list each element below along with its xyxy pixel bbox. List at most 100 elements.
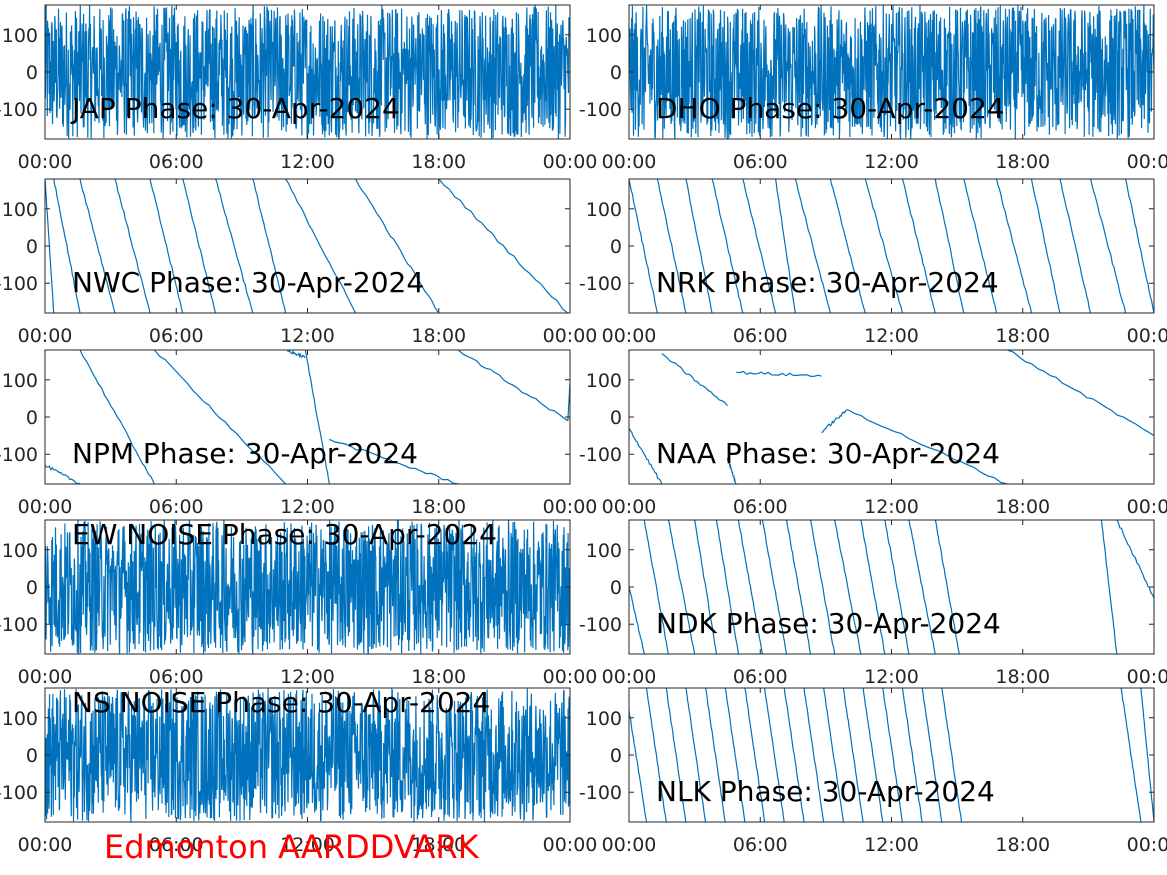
- y-tick-label: 100: [2, 199, 38, 221]
- panel-title: NDK Phase: 30-Apr-2024: [656, 607, 1001, 640]
- phase-panel-3: 100 0 -100 00:00 06:00 12:00 18:00 00:00 NRK Pha…: [579, 178, 1167, 347]
- x-tick-label: 06:00: [149, 666, 204, 688]
- panel-title: NWC Phase: 30-Apr-2024: [72, 266, 424, 299]
- x-tick-label: 00:00: [18, 834, 73, 856]
- station-label: Edmonton AARDDVARK: [104, 828, 479, 866]
- phase-panel-8: 100 0 -100 00:00 06:00 12:00 18:00 00:00 NS NOIS…: [0, 686, 597, 856]
- y-tick-label: 100: [2, 540, 38, 562]
- y-tick-label: -100: [579, 614, 622, 636]
- panel-title: NAA Phase: 30-Apr-2024: [656, 437, 1000, 470]
- x-tick-label: 18:00: [411, 151, 466, 173]
- y-tick-label: -100: [579, 444, 622, 466]
- x-tick-label: 06:00: [149, 151, 204, 173]
- x-tick-label: 06:00: [733, 666, 788, 688]
- y-tick-label: 0: [26, 407, 38, 429]
- phase-panel-6: 100 0 -100 00:00 06:00 12:00 18:00 00:00 EW NOIS…: [0, 518, 597, 688]
- y-tick-label: -100: [579, 273, 622, 295]
- y-tick-label: 0: [610, 745, 622, 767]
- x-tick-label: 18:00: [995, 834, 1050, 856]
- x-tick-label: 06:00: [733, 496, 788, 518]
- panel-title: EW NOISE Phase: 30-Apr-2024: [72, 518, 497, 551]
- y-tick-label: 100: [2, 25, 38, 47]
- phase-panel-4: 100 0 -100 00:00 06:00 12:00 18:00 00:00 NPM Pha…: [0, 349, 597, 518]
- y-tick-label: -100: [0, 99, 38, 121]
- x-tick-label: 12:00: [280, 496, 335, 518]
- x-tick-label: 18:00: [995, 666, 1050, 688]
- x-tick-label: 00:00: [602, 834, 657, 856]
- y-tick-label: 100: [2, 370, 38, 392]
- x-tick-label: 00:00: [18, 151, 73, 173]
- panel-title: NLK Phase: 30-Apr-2024: [656, 775, 995, 808]
- y-tick-label: 100: [586, 540, 622, 562]
- x-tick-label: 06:00: [733, 151, 788, 173]
- x-tick-label: 00:00: [1127, 666, 1167, 688]
- x-tick-label: 00:00: [543, 666, 598, 688]
- x-tick-label: 00:00: [602, 666, 657, 688]
- y-tick-label: 0: [26, 577, 38, 599]
- x-tick-label: 00:00: [18, 496, 73, 518]
- x-tick-label: 12:00: [864, 834, 919, 856]
- x-tick-label: 06:00: [149, 496, 204, 518]
- x-tick-label: 18:00: [995, 151, 1050, 173]
- x-tick-label: 18:00: [411, 496, 466, 518]
- y-tick-label: 100: [2, 708, 38, 730]
- y-tick-label: 100: [586, 370, 622, 392]
- phase-series-8: [45, 688, 570, 822]
- y-tick-label: 0: [610, 236, 622, 258]
- y-tick-label: 100: [586, 708, 622, 730]
- y-tick-label: -100: [0, 782, 38, 804]
- x-tick-label: 00:00: [1127, 834, 1167, 856]
- y-tick-label: 0: [610, 62, 622, 84]
- x-tick-label: 00:00: [543, 496, 598, 518]
- phase-panel-7: 100 0 -100 00:00 06:00 12:00 18:00 00:00 NDK Pha…: [579, 519, 1167, 688]
- x-tick-label: 06:00: [733, 834, 788, 856]
- y-tick-label: 0: [610, 407, 622, 429]
- x-tick-label: 00:00: [543, 325, 598, 347]
- y-tick-label: -100: [579, 99, 622, 121]
- y-tick-label: 0: [26, 236, 38, 258]
- x-tick-label: 18:00: [411, 666, 466, 688]
- x-tick-label: 12:00: [864, 325, 919, 347]
- x-tick-label: 06:00: [149, 325, 204, 347]
- x-tick-label: 00:00: [1127, 325, 1167, 347]
- x-tick-label: 12:00: [280, 325, 335, 347]
- y-tick-label: 0: [26, 62, 38, 84]
- x-tick-label: 00:00: [602, 151, 657, 173]
- x-tick-label: 00:00: [602, 325, 657, 347]
- phase-series-7: [629, 520, 1154, 654]
- x-tick-label: 18:00: [411, 325, 466, 347]
- panel-title: NRK Phase: 30-Apr-2024: [656, 266, 999, 299]
- x-tick-label: 00:00: [602, 496, 657, 518]
- x-tick-label: 00:00: [543, 151, 598, 173]
- x-tick-label: 18:00: [995, 496, 1050, 518]
- phase-series-6: [45, 520, 570, 654]
- x-tick-label: 06:00: [149, 834, 204, 856]
- x-tick-label: 18:00: [411, 834, 466, 856]
- y-tick-label: 100: [586, 199, 622, 221]
- x-tick-label: 00:00: [18, 666, 73, 688]
- x-tick-label: 00:00: [18, 325, 73, 347]
- phase-panel-5: 100 0 -100 00:00 06:00 12:00 18:00 00:00 NAA Pha…: [579, 349, 1167, 518]
- x-tick-label: 12:00: [864, 496, 919, 518]
- y-tick-label: -100: [0, 614, 38, 636]
- phase-panel-0: 100 0 -100 00:00 06:00 12:00 18:00 00:00 JAP Pha…: [0, 4, 598, 173]
- phase-panel-1: 100 0 -100 00:00 06:00 12:00 18:00 00:00 DHO Pha…: [579, 4, 1167, 173]
- x-tick-label: 06:00: [733, 325, 788, 347]
- x-tick-label: 12:00: [280, 666, 335, 688]
- phase-series-5: [629, 350, 1154, 484]
- y-tick-label: 0: [26, 745, 38, 767]
- y-tick-label: 100: [586, 25, 622, 47]
- phase-series-1: [629, 5, 1154, 139]
- phase-panel-9: 100 0 -100 00:00 06:00 12:00 18:00 00:00 NLK Pha…: [579, 687, 1167, 856]
- phase-series-9: [629, 688, 1154, 822]
- x-tick-label: 12:00: [280, 151, 335, 173]
- y-tick-label: 0: [610, 577, 622, 599]
- x-tick-label: 00:00: [1127, 496, 1167, 518]
- x-tick-label: 12:00: [280, 834, 335, 856]
- phase-series-4: [45, 350, 570, 484]
- x-tick-label: 00:00: [543, 834, 598, 856]
- y-tick-label: -100: [0, 273, 38, 295]
- panel-title: DHO Phase: 30-Apr-2024: [656, 92, 1005, 125]
- y-tick-label: -100: [579, 782, 622, 804]
